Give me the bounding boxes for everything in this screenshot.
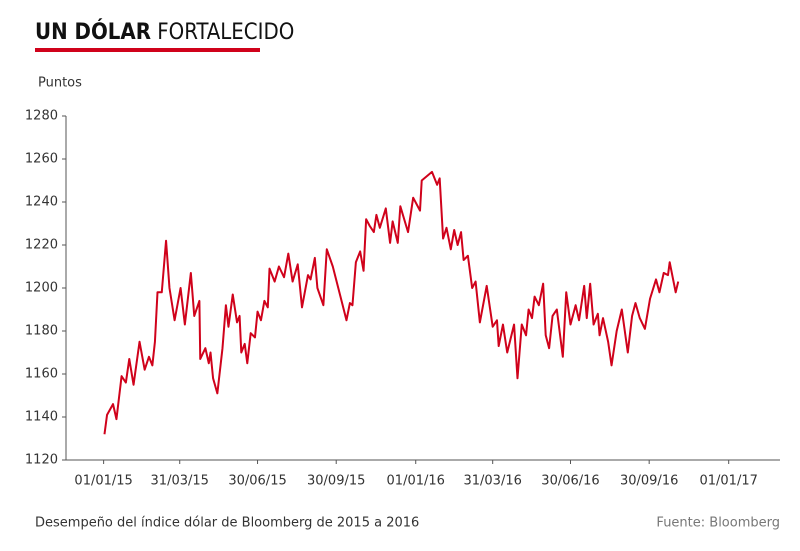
- x-tick-label: 30/09/16: [620, 474, 678, 489]
- y-tick-label: 1240: [25, 195, 58, 210]
- y-axis-label: Puntos: [38, 76, 82, 91]
- title-rest: FORTALECIDO: [157, 20, 294, 45]
- y-tick-label: 1200: [25, 281, 58, 296]
- chart-title: UN DÓLAR FORTALECIDO: [35, 19, 294, 45]
- y-tick-label: 1180: [25, 324, 58, 339]
- x-tick-label: 01/01/15: [74, 474, 132, 489]
- title-bold: UN DÓLAR: [35, 19, 151, 45]
- y-tick-label: 1120: [25, 453, 58, 468]
- x-tick-label: 01/01/16: [387, 474, 445, 489]
- x-tick-label: 01/01/17: [699, 474, 757, 489]
- x-tick-label: 31/03/16: [463, 474, 521, 489]
- y-tick-label: 1140: [25, 410, 58, 425]
- y-tick-label: 1160: [25, 367, 58, 382]
- line-series: [103, 170, 680, 435]
- x-tick-label: 30/09/15: [307, 474, 365, 489]
- x-tick-label: 30/06/15: [228, 474, 286, 489]
- x-tick-label: 31/03/15: [151, 474, 209, 489]
- title-underline: [35, 48, 260, 52]
- y-tick-label: 1220: [25, 238, 58, 253]
- source: Fuente: Bloomberg: [656, 516, 780, 531]
- y-tick-label: 1260: [25, 152, 58, 167]
- x-tick-label: 30/06/16: [541, 474, 599, 489]
- y-tick-label: 1280: [25, 109, 58, 124]
- caption: Desempeño del índice dólar de Bloomberg …: [35, 516, 419, 531]
